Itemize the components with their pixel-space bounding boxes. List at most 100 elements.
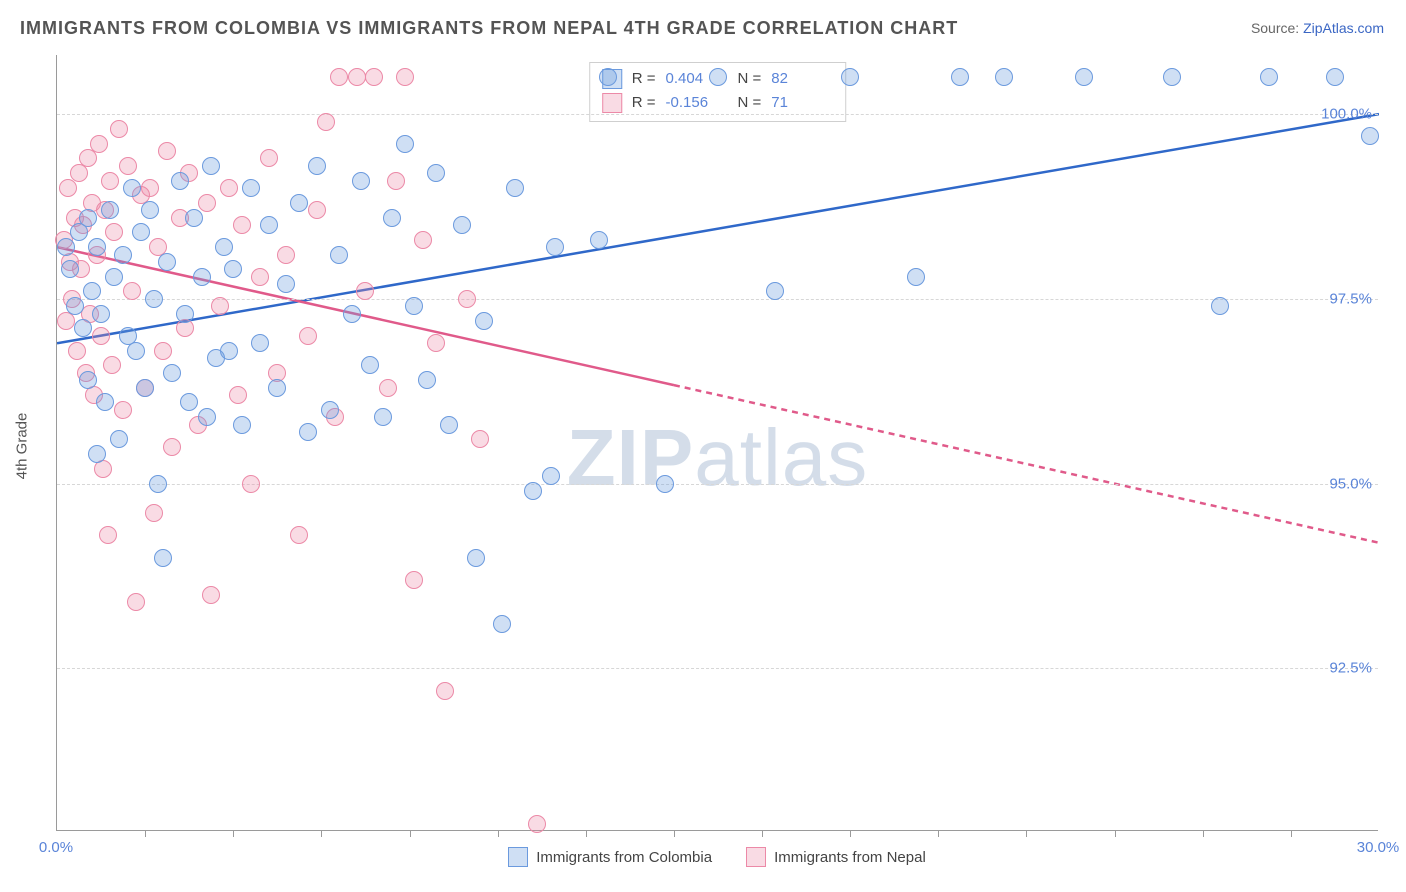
scatter-point-colombia (66, 297, 84, 315)
legend-swatch (508, 847, 528, 867)
scatter-point-colombia (141, 201, 159, 219)
scatter-point-colombia (154, 549, 172, 567)
scatter-point-colombia (396, 135, 414, 153)
x-tick (674, 830, 675, 837)
scatter-point-colombia (493, 615, 511, 633)
scatter-point-colombia (995, 68, 1013, 86)
scatter-point-nepal (405, 571, 423, 589)
scatter-point-colombia (590, 231, 608, 249)
scatter-point-nepal (458, 290, 476, 308)
watermark-rest: atlas (694, 413, 868, 502)
scatter-point-nepal (127, 593, 145, 611)
source-prefix: Source: (1251, 20, 1303, 36)
scatter-point-nepal (211, 297, 229, 315)
scatter-point-colombia (361, 356, 379, 374)
scatter-point-nepal (229, 386, 247, 404)
scatter-point-nepal (79, 149, 97, 167)
scatter-point-nepal (308, 201, 326, 219)
scatter-point-nepal (387, 172, 405, 190)
scatter-point-nepal (528, 815, 546, 833)
scatter-point-colombia (202, 157, 220, 175)
scatter-point-colombia (841, 68, 859, 86)
scatter-point-colombia (308, 157, 326, 175)
scatter-point-nepal (379, 379, 397, 397)
scatter-point-nepal (471, 430, 489, 448)
scatter-point-colombia (79, 371, 97, 389)
scatter-point-colombia (268, 379, 286, 397)
scatter-point-colombia (352, 172, 370, 190)
scatter-point-nepal (145, 504, 163, 522)
scatter-point-nepal (414, 231, 432, 249)
scatter-point-colombia (92, 305, 110, 323)
scatter-point-nepal (68, 342, 86, 360)
scatter-point-nepal (202, 586, 220, 604)
x-tick (410, 830, 411, 837)
legend-item-nepal: Immigrants from Nepal (746, 847, 926, 867)
scatter-point-colombia (343, 305, 361, 323)
scatter-point-colombia (101, 201, 119, 219)
scatter-point-colombia (506, 179, 524, 197)
scatter-point-nepal (242, 475, 260, 493)
scatter-point-colombia (242, 179, 260, 197)
scatter-point-colombia (61, 260, 79, 278)
legend-bottom: Immigrants from Colombia Immigrants from … (56, 847, 1378, 867)
legend-row-nepal: R =-0.156N =71 (602, 91, 834, 115)
legend-item-colombia: Immigrants from Colombia (508, 847, 712, 867)
gridline-h (57, 668, 1378, 669)
plot-area: ZIPatlas R =0.404N =82R =-0.156N =71 92.… (56, 55, 1378, 831)
x-tick (1026, 830, 1027, 837)
scatter-point-colombia (524, 482, 542, 500)
scatter-point-nepal (290, 526, 308, 544)
scatter-point-colombia (233, 416, 251, 434)
scatter-point-nepal (114, 401, 132, 419)
watermark-bold: ZIP (567, 413, 694, 502)
scatter-point-colombia (907, 268, 925, 286)
scatter-point-nepal (330, 68, 348, 86)
scatter-point-nepal (123, 282, 141, 300)
y-tick-label: 100.0% (1321, 106, 1380, 123)
x-tick-label: 0.0% (39, 839, 73, 856)
scatter-point-nepal (317, 113, 335, 131)
legend-n-value: 82 (771, 67, 833, 91)
legend-swatch (602, 93, 622, 113)
scatter-point-colombia (158, 253, 176, 271)
scatter-point-colombia (127, 342, 145, 360)
scatter-point-colombia (299, 423, 317, 441)
y-tick-label: 97.5% (1329, 290, 1380, 307)
scatter-point-colombia (546, 238, 564, 256)
scatter-point-colombia (251, 334, 269, 352)
scatter-point-nepal (427, 334, 445, 352)
scatter-point-nepal (356, 282, 374, 300)
scatter-point-colombia (176, 305, 194, 323)
scatter-point-nepal (141, 179, 159, 197)
scatter-point-colombia (1075, 68, 1093, 86)
scatter-point-nepal (220, 179, 238, 197)
scatter-point-colombia (321, 401, 339, 419)
scatter-point-colombia (74, 319, 92, 337)
scatter-point-nepal (299, 327, 317, 345)
scatter-point-colombia (96, 393, 114, 411)
scatter-point-colombia (427, 164, 445, 182)
gridline-h (57, 299, 1378, 300)
legend-series-label: Immigrants from Colombia (536, 849, 712, 866)
scatter-point-colombia (88, 238, 106, 256)
scatter-point-colombia (136, 379, 154, 397)
scatter-point-colombia (260, 216, 278, 234)
scatter-point-colombia (374, 408, 392, 426)
scatter-point-colombia (1326, 68, 1344, 86)
scatter-point-nepal (119, 157, 137, 175)
scatter-point-colombia (145, 290, 163, 308)
scatter-point-colombia (57, 238, 75, 256)
scatter-point-nepal (365, 68, 383, 86)
scatter-point-nepal (348, 68, 366, 86)
x-tick-label: 30.0% (1357, 839, 1400, 856)
scatter-point-colombia (330, 246, 348, 264)
scatter-point-nepal (233, 216, 251, 234)
scatter-point-nepal (105, 223, 123, 241)
legend-series-label: Immigrants from Nepal (774, 849, 926, 866)
scatter-point-nepal (163, 438, 181, 456)
scatter-point-nepal (101, 172, 119, 190)
scatter-point-colombia (440, 416, 458, 434)
scatter-point-colombia (114, 246, 132, 264)
source-link[interactable]: ZipAtlas.com (1303, 20, 1384, 36)
